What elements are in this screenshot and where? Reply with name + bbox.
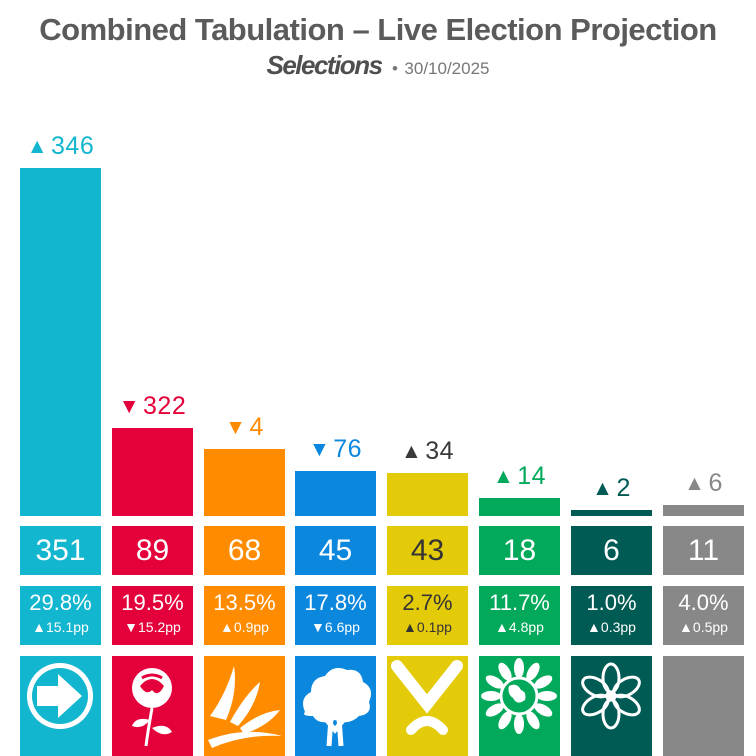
down-arrow-icon: ▼ [308, 438, 331, 461]
seat-change-value: 14 [517, 462, 547, 490]
seat-change-label: ▼ 76 [295, 435, 376, 464]
seat-change-label: ▼ 322 [112, 392, 193, 421]
vote-share-label: 29.8% [29, 590, 92, 615]
bar [112, 428, 193, 516]
up-arrow-icon: ▲ [684, 472, 706, 495]
vote-change-label: ▲0.1pp [403, 619, 452, 635]
seats-label: 68 [204, 526, 285, 575]
vote-share-box: 13.5% ▲0.9pp [204, 586, 285, 645]
seat-change-value: 4 [249, 413, 264, 441]
vote-share-box: 1.0% ▲0.3pp [571, 586, 652, 645]
seat-change-value: 6 [708, 469, 723, 497]
seat-change-label: ▲ 2 [571, 474, 652, 503]
bar [295, 471, 376, 516]
vote-share-label: 1.0% [586, 590, 637, 615]
up-arrow-icon: ▲ [592, 477, 614, 500]
bar [571, 510, 652, 516]
seats-label: 6 [571, 526, 652, 575]
date-label: 30/10/2025 [404, 59, 490, 78]
vote-change-label: ▲0.9pp [220, 619, 269, 635]
seats-label: 18 [479, 526, 560, 575]
down-arrow-icon: ▼ [118, 395, 141, 418]
vote-change-label: ▼15.2pp [124, 619, 181, 635]
flower-icon [571, 656, 652, 756]
vote-share-label: 11.7% [489, 590, 550, 615]
up-arrow-icon: ▲ [26, 135, 49, 158]
seats-label: 11 [663, 526, 744, 575]
vote-change-label: ▲0.5pp [679, 619, 728, 635]
globe-icon [479, 656, 560, 756]
seat-change-label: ▲ 14 [479, 462, 560, 491]
bar [663, 505, 744, 516]
vote-change-label: ▲15.1pp [32, 619, 89, 635]
rose-icon [112, 656, 193, 756]
arrow-icon [20, 656, 101, 756]
vote-share-label: 13.5% [213, 590, 276, 615]
vote-share-label: 17.8% [304, 590, 367, 615]
vote-share-label: 2.7% [402, 590, 453, 615]
seat-change-label: ▲ 346 [20, 132, 101, 161]
brand-logo: Selections [266, 50, 383, 80]
seat-change-label: ▼ 4 [204, 413, 285, 442]
chart-subtitle: Selections • 30/10/2025 [0, 50, 756, 81]
seat-change-value: 346 [51, 132, 95, 160]
seat-change-value: 34 [425, 437, 455, 465]
vote-share-box: 4.0% ▲0.5pp [663, 586, 744, 645]
seat-change-label: ▲ 34 [387, 437, 468, 466]
vote-share-box: 2.7% ▲0.1pp [387, 586, 468, 645]
seats-label: 43 [387, 526, 468, 575]
seat-change-value: 76 [333, 435, 363, 463]
bar [20, 168, 101, 516]
party-logo-blank [663, 656, 744, 756]
seats-label: 351 [20, 526, 101, 575]
seat-change-value: 2 [616, 474, 631, 502]
bar [479, 498, 560, 516]
vote-share-box: 17.8% ▼6.6pp [295, 586, 376, 645]
seat-change-label: ▲ 6 [663, 469, 744, 498]
vote-change-label: ▲4.8pp [495, 619, 544, 635]
vote-share-label: 19.5% [121, 590, 184, 615]
up-arrow-icon: ▲ [400, 440, 423, 463]
seat-change-value: 322 [143, 392, 187, 420]
bar [387, 473, 468, 516]
chart-title: Combined Tabulation – Live Election Proj… [39, 12, 717, 47]
vote-share-box: 29.8% ▲15.1pp [20, 586, 101, 645]
vote-change-label: ▲0.3pp [587, 619, 636, 635]
seats-label: 45 [295, 526, 376, 575]
seats-label: 89 [112, 526, 193, 575]
vote-share-label: 4.0% [678, 590, 729, 615]
separator: • [392, 59, 398, 78]
vote-share-box: 19.5% ▼15.2pp [112, 586, 193, 645]
saltire-icon [387, 656, 468, 756]
vote-change-label: ▼6.6pp [311, 619, 360, 635]
tree-icon [295, 656, 376, 756]
bar [204, 449, 285, 516]
up-arrow-icon: ▲ [492, 465, 515, 488]
vote-share-box: 11.7% ▲4.8pp [479, 586, 560, 645]
bird-icon [204, 656, 285, 756]
down-arrow-icon: ▼ [225, 416, 247, 439]
